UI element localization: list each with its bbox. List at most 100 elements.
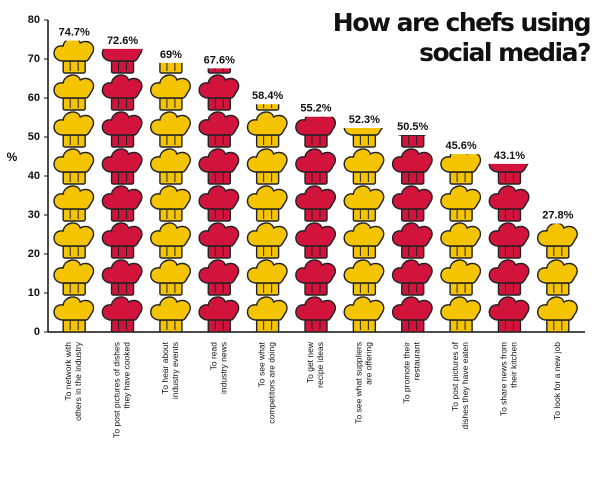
- chef-hat: [101, 111, 143, 148]
- chef-hat: [150, 185, 191, 222]
- hat-fold: [311, 284, 321, 293]
- hat-puff: [440, 222, 482, 247]
- hat-band: [62, 60, 86, 74]
- hat-puff: [536, 259, 578, 284]
- hat-fold: [311, 247, 321, 256]
- chef-hat: [53, 74, 95, 111]
- hat-puff: [295, 185, 337, 210]
- hat-puff: [488, 185, 530, 210]
- hat-fold: [69, 210, 79, 219]
- hat-band: [352, 282, 377, 296]
- chef-hat: [343, 296, 385, 332]
- hat-band: [159, 134, 183, 148]
- hat-band: [450, 98, 472, 110]
- chef-hat: [53, 222, 95, 259]
- hat-puff: [53, 296, 95, 321]
- hat-fold: [311, 321, 321, 330]
- hat-fold: [408, 136, 418, 145]
- hat-puff: [295, 222, 337, 247]
- hat-fold: [263, 173, 273, 182]
- x-tick-label: To share news fromtheir kitchen: [499, 342, 519, 416]
- hat-band: [401, 245, 425, 259]
- chef-hat: [198, 148, 240, 185]
- hat-fold: [263, 210, 273, 219]
- chef-hat: [488, 163, 529, 185]
- hat-fold: [408, 173, 418, 182]
- hat-puff: [246, 111, 288, 136]
- value-label: 58.4%: [252, 90, 283, 102]
- hat-fold: [264, 25, 272, 34]
- hat-puff: [101, 148, 143, 173]
- hat-puff: [536, 223, 578, 247]
- chef-hat: [150, 259, 191, 296]
- hat-band: [304, 319, 328, 332]
- chef-hat: [198, 296, 240, 333]
- hat-band: [304, 208, 328, 222]
- chef-hat: [391, 185, 433, 222]
- hat-fold: [118, 173, 128, 182]
- hat-fold: [456, 210, 466, 219]
- hat-fold: [214, 321, 224, 330]
- hat-fold: [214, 284, 224, 293]
- chef-hat: [295, 116, 337, 148]
- hat-fold: [118, 247, 128, 256]
- chef-hat: [391, 296, 433, 332]
- chef-hat: [296, 38, 336, 73]
- chef-hat: [440, 154, 482, 185]
- hat-fold: [359, 247, 369, 256]
- hat-band: [159, 319, 183, 333]
- hat-band: [352, 171, 377, 185]
- hat-band: [255, 104, 280, 111]
- hat-puff: [296, 1, 336, 24]
- chef-hat: [344, 38, 384, 73]
- hat-puff: [295, 116, 337, 136]
- chef-hat: [398, 135, 427, 148]
- hat-puff: [488, 222, 530, 247]
- hat-band: [449, 208, 473, 222]
- hat-fold: [553, 247, 563, 256]
- chef-hat: [440, 296, 482, 332]
- hat-puff: [344, 75, 384, 98]
- hat-fold: [166, 210, 176, 219]
- chef-hat: [246, 148, 288, 185]
- hat-fold: [311, 136, 321, 145]
- hat-fold: [456, 173, 466, 182]
- y-tick-label: 80: [28, 14, 40, 26]
- hat-puff: [53, 111, 95, 136]
- chef-hat: [246, 296, 288, 332]
- hat-band: [159, 171, 183, 185]
- hat-fold: [118, 62, 128, 71]
- y-tick-label: 60: [28, 92, 40, 104]
- hat-fold: [312, 62, 320, 71]
- hat-fold: [166, 136, 176, 145]
- y-axis-label: %: [7, 150, 18, 164]
- hat-band: [207, 68, 231, 74]
- hat-puff: [536, 296, 578, 321]
- chef-hat: [101, 259, 143, 296]
- hat-puff: [538, 112, 578, 135]
- chef-hat: [391, 148, 433, 185]
- chef-hat: [295, 296, 337, 332]
- hat-band: [110, 60, 135, 74]
- hat-puff: [101, 185, 143, 210]
- hat-puff: [53, 185, 95, 210]
- y-tick-label: 20: [28, 248, 40, 260]
- chef-hat: [440, 222, 482, 259]
- hat-fold: [311, 210, 321, 219]
- hat-fold: [359, 321, 369, 330]
- hat-fold: [359, 284, 369, 293]
- hat-band: [449, 171, 473, 185]
- chef-hat: [198, 111, 240, 148]
- hat-band: [255, 134, 280, 148]
- hat-band: [62, 208, 86, 222]
- hat-band: [110, 282, 135, 296]
- hat-puff: [150, 259, 191, 284]
- hat-band: [257, 24, 279, 36]
- x-tick-label: To post pictures of dishesthey have cook…: [112, 342, 132, 438]
- hat-band: [352, 208, 377, 222]
- hat-band: [498, 135, 520, 147]
- chart-title: How are chefs using social media?: [333, 8, 590, 67]
- hat-puff: [295, 296, 337, 321]
- hat-band: [62, 134, 86, 148]
